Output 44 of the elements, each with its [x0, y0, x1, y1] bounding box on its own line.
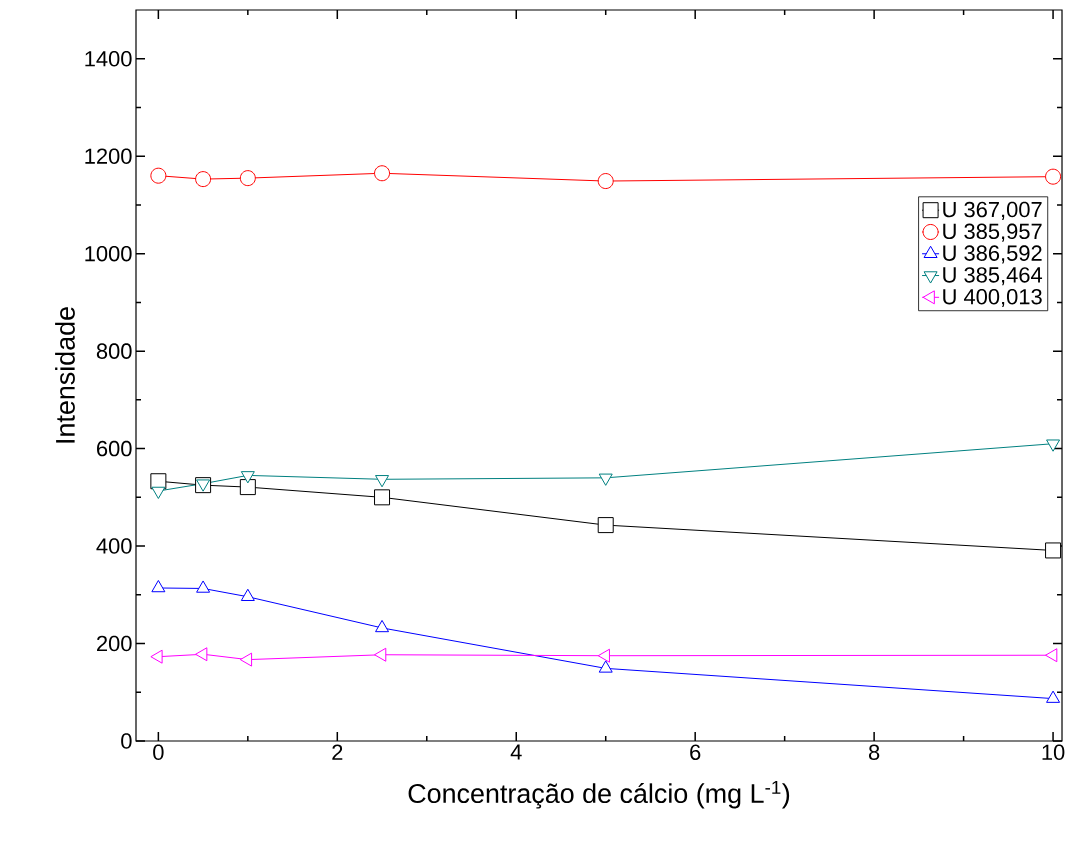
x-tick-label: 2: [332, 744, 343, 760]
point: [374, 647, 387, 662]
point: [239, 170, 256, 187]
y-axis-title: Intensidade: [55, 307, 75, 443]
y-tick-label: 0: [121, 733, 132, 749]
x-tick-label: 8: [868, 744, 880, 761]
x-tick-label: 4: [510, 744, 522, 760]
legend-label: U 385,464: [943, 267, 1043, 286]
point: [240, 471, 255, 484]
point: [150, 649, 163, 664]
x-tick-label: 0: [153, 744, 164, 761]
point: [239, 479, 256, 496]
y-tick-label: 600: [97, 440, 132, 457]
point: [239, 652, 253, 667]
point: [151, 486, 166, 499]
y-tick-label: 400: [96, 538, 132, 554]
point: [598, 660, 613, 673]
legend-label: U 385,957: [943, 223, 1042, 242]
point: [195, 171, 212, 188]
y-tick-label: 1000: [85, 245, 132, 262]
point: [1046, 690, 1061, 703]
legend-label: U 386,592: [943, 245, 1042, 264]
y-tick-label: 800: [96, 343, 132, 359]
point: [1046, 439, 1061, 452]
y-tick-label: 200: [97, 635, 132, 652]
point: [374, 165, 391, 182]
point: [597, 517, 614, 534]
point: [1045, 542, 1062, 559]
point: [150, 167, 167, 184]
x-tick-label: 10: [1042, 744, 1065, 761]
point: [598, 473, 613, 486]
legend-label: U 400,013: [943, 288, 1042, 308]
y-tick-label: 1200: [85, 148, 132, 164]
legend-label: U 367,007: [943, 201, 1042, 220]
point: [597, 173, 614, 190]
point: [1045, 648, 1058, 663]
point: [1045, 168, 1062, 185]
point: [375, 619, 390, 633]
point: [375, 475, 390, 488]
point: [374, 489, 391, 506]
point: [195, 647, 208, 662]
y-tick-label: 1400: [85, 50, 132, 67]
x-tick-label: 6: [690, 744, 701, 761]
x-axis-title: Concentração de cálcio (mg L$^{-1}$): [408, 780, 790, 809]
